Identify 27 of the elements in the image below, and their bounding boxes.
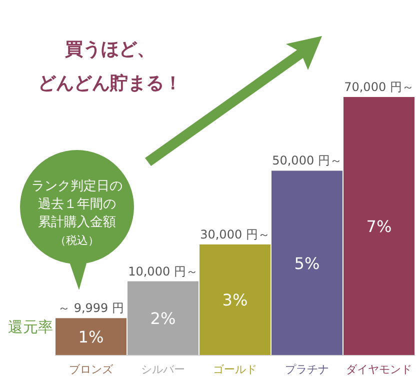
- data-label: 7%: [366, 217, 392, 236]
- annotation: 過去１年間の: [38, 197, 116, 212]
- x-tick-label: ダイヤモンド: [346, 363, 412, 376]
- annotation: 50,000 円～: [272, 154, 342, 168]
- annotation: （税込）: [55, 234, 99, 247]
- bar: [56, 318, 126, 355]
- x-tick-label: ゴールド: [213, 363, 257, 376]
- bar: [344, 97, 414, 355]
- y-axis-title: 還元率: [8, 318, 53, 336]
- x-tick-label: ブロンズ: [69, 363, 114, 376]
- data-label: 1%: [78, 328, 104, 347]
- annotation: 10,000 円～: [128, 264, 198, 278]
- annotation: 30,000 円～: [200, 227, 270, 242]
- chart-title: 買うほど、: [64, 39, 155, 60]
- annotation: 累計購入金額: [38, 215, 116, 230]
- bar: [128, 281, 198, 355]
- annotation: 70,000 円～: [344, 80, 414, 94]
- data-label: 2%: [150, 309, 176, 328]
- annotation: ランク判定日の: [32, 179, 122, 194]
- data-label: 3%: [222, 290, 248, 310]
- x-tick-label: プラチナ: [285, 363, 329, 376]
- x-tick-label: シルバー: [141, 363, 185, 376]
- chart-subtitle: どんどん貯まる！: [38, 73, 182, 94]
- annotation: ～ 9,999 円: [58, 301, 124, 316]
- bar: [200, 244, 270, 355]
- bar: [272, 170, 342, 355]
- data-label: 5%: [294, 254, 320, 273]
